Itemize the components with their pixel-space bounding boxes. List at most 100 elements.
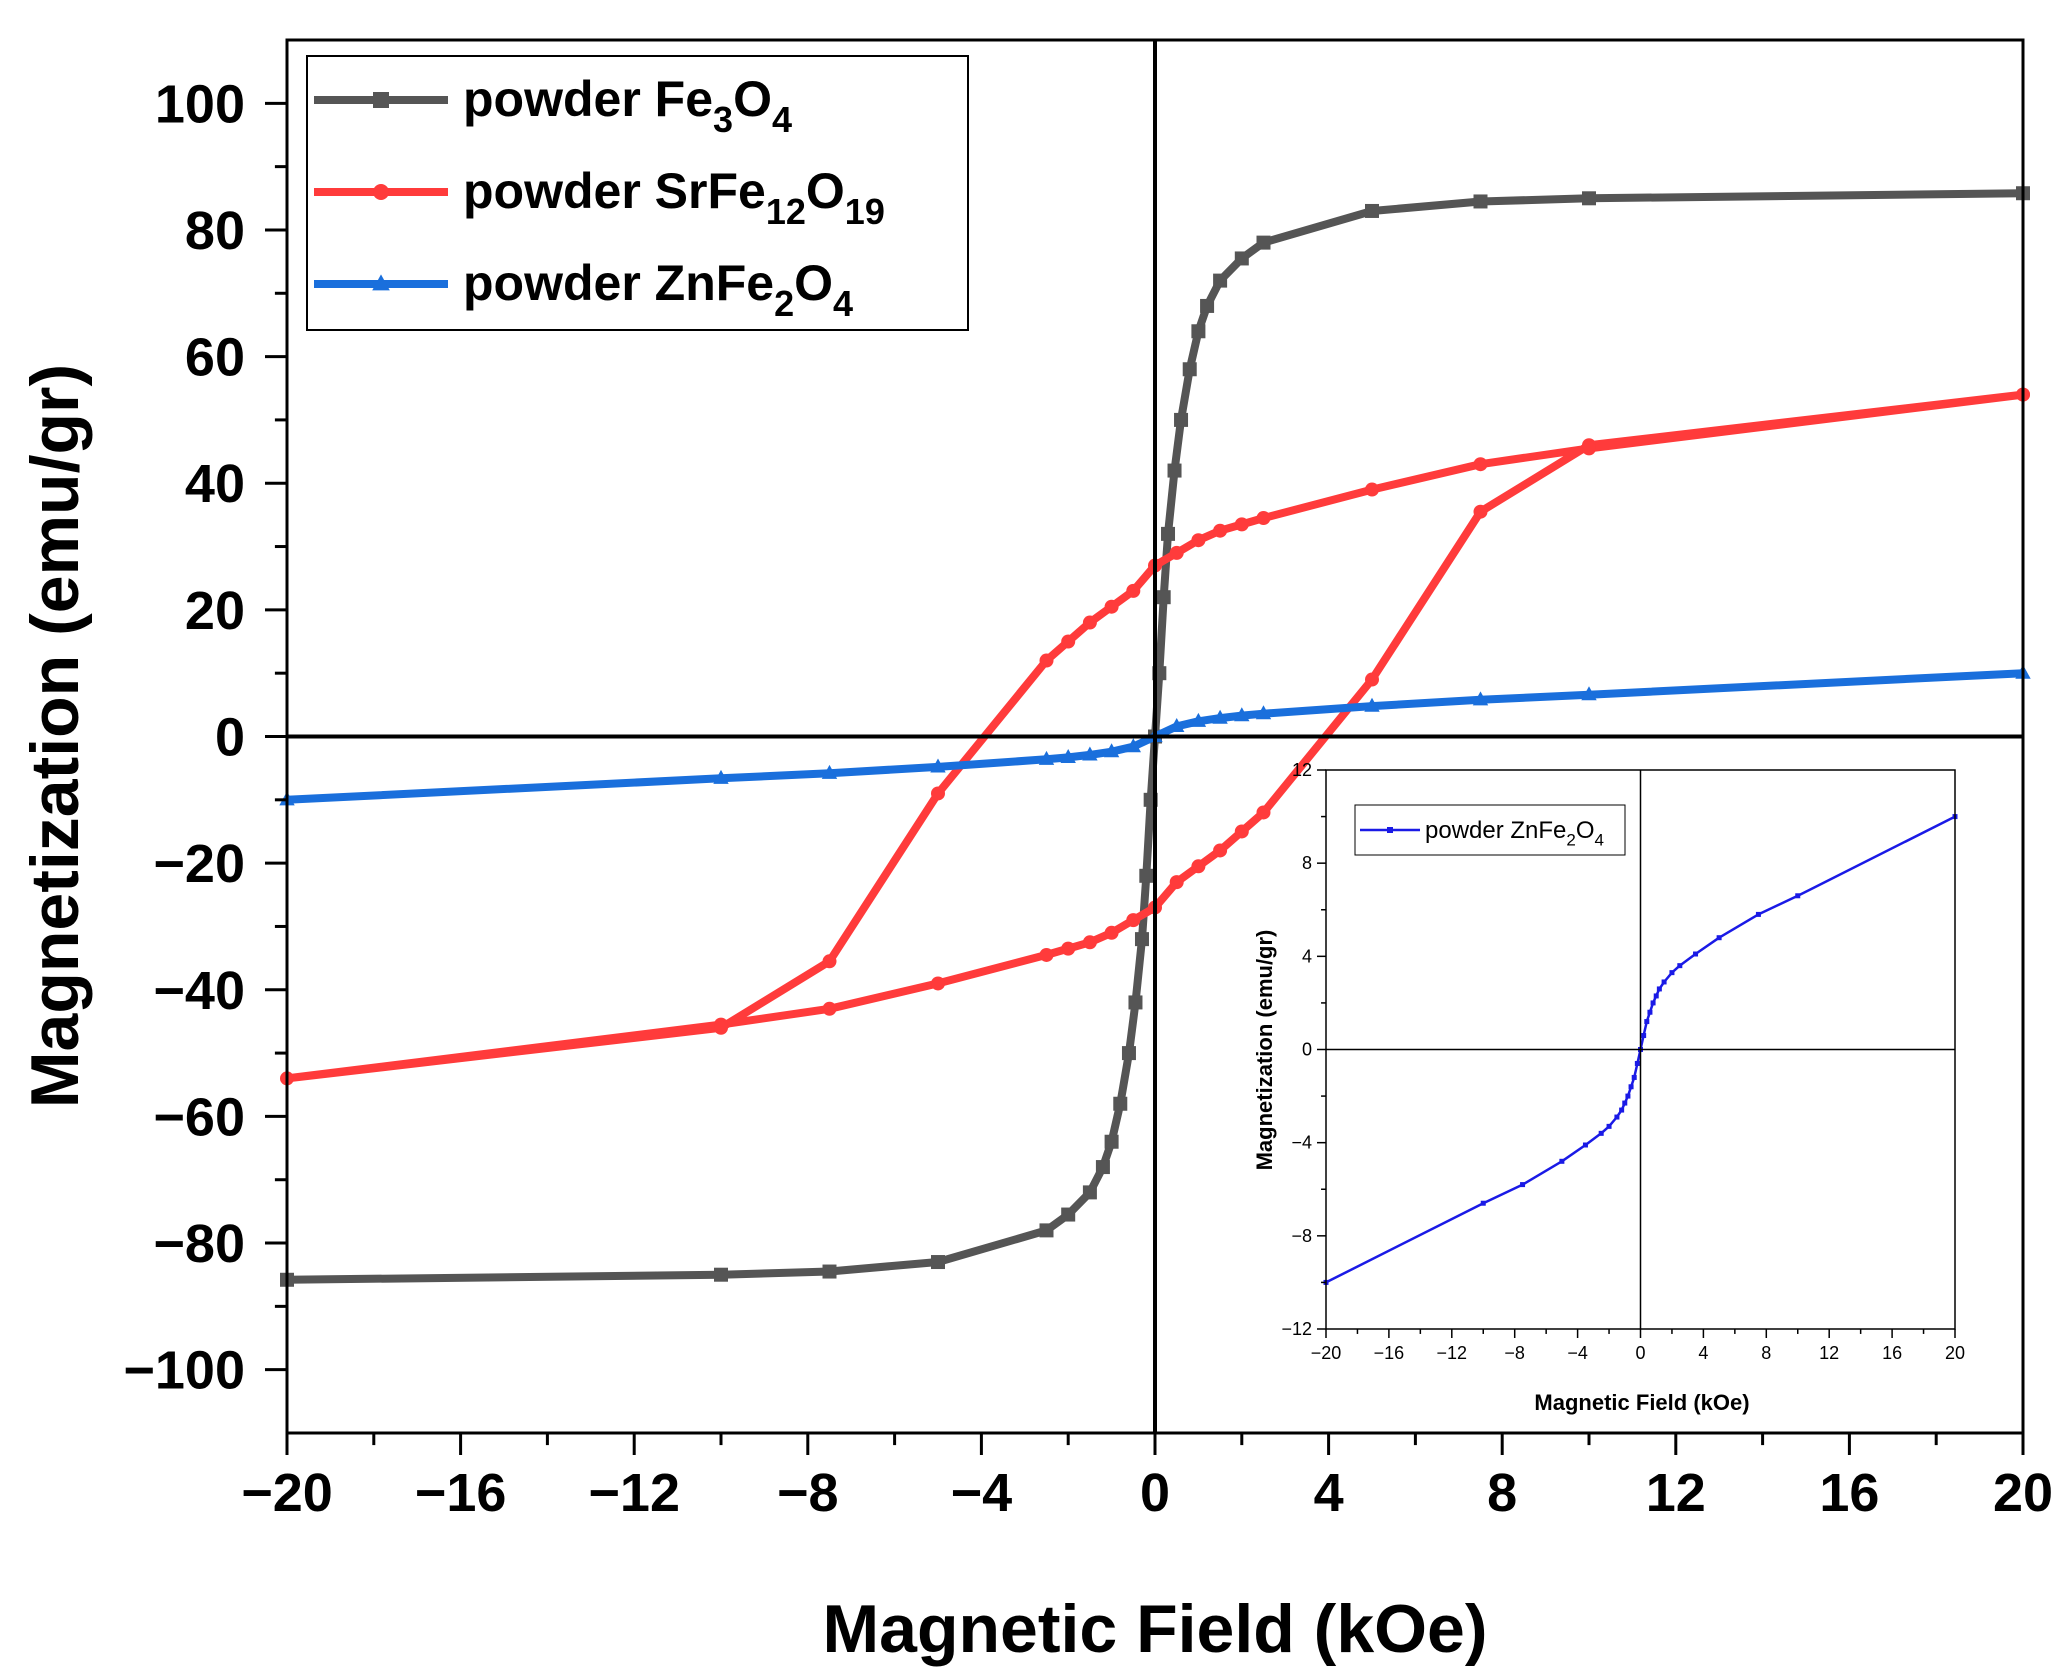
inset-series-0-point-13 [1634,1060,1640,1066]
main-chart: −20 −16 −12 −8 −4 0 4 8 12 16 20−100−80−60−40−2002… [17,38,2053,1667]
inset-y-tick-label: 12 [1292,760,1312,780]
inset-x-tick-label: 12 [1819,1343,1839,1363]
inset-x-tick-label: 16 [1882,1343,1902,1363]
main-series-0-point-7 [1200,298,1215,313]
main-series-1-point-31 [1234,517,1249,532]
inset-series-0-point-18 [1650,1000,1656,1006]
inset-y-tick-label: 0 [1302,1040,1312,1060]
inset-series-0-point-24 [1693,951,1699,957]
main-legend: powder Fe3O4 powder SrFe12O19 powder ZnFe2… [306,55,969,331]
inset-series-0-point-4 [1582,1142,1588,1148]
main-series-1-point-12 [1082,935,1097,950]
main-series-2-point-16 [1472,691,1489,706]
main-x-tick-label: −12 [588,1463,680,1523]
main-series-0-point-4 [1256,235,1271,250]
inset-series-0-point-10 [1625,1093,1631,1099]
main-series-0-point-17 [1139,868,1154,883]
main-series-0-point-21 [1113,1096,1128,1111]
inset-series-0-point-27 [1795,893,1801,899]
inset-x-tick-label: −8 [1504,1343,1525,1363]
inset-legend-marker-0 [1387,827,1393,833]
main-series-0-point-11 [1167,463,1182,478]
main-series-2-point-15 [1364,697,1380,712]
inset-series-0-point-20 [1656,986,1662,992]
inset-y-tick-label: −4 [1291,1133,1312,1153]
inset-series-0-point-21 [1661,979,1667,985]
main-series-2-point-6 [1082,746,1098,761]
main-x-tick-label: −20 [241,1463,333,1523]
inset-tick-labels: −20 −16 −12 −8 −4 0 4 8 12 16 20 −12 −8 −4 0 4 8 12 [1281,760,1965,1363]
main-series-1-point-29 [1191,533,1206,548]
main-series-1-point-19 [714,1020,728,1035]
inset-x-tick-label: 20 [1945,1343,1965,1363]
main-series-2-point-13 [1234,707,1250,722]
inset-chart: −20 −16 −12 −8 −4 0 4 8 12 16 20 −12 −8 −4 0 4 8 12 Magne… [1252,760,1965,1415]
main-series-2-point-1 [713,769,729,784]
main-y-tick-label: −80 [153,1214,245,1274]
inset-series-0-point-17 [1647,1009,1653,1015]
inset-y-axis-title: Magnetization (emu/gr) [1252,930,1277,1171]
main-series-1-point-14 [1039,947,1054,962]
inset-series-0-point-9 [1622,1100,1628,1106]
inset-y-tick-label: 4 [1302,946,1312,966]
main-y-tick-label: 60 [185,328,245,388]
main-y-tick-label: −60 [153,1087,245,1147]
main-series-1-point-3 [1365,672,1379,687]
main-series-1-point-11 [1104,925,1119,940]
main-series-2-point-14 [1255,705,1272,720]
main-legend-items: powder Fe3O4 powder SrFe12O19 powder ZnFe2… [314,71,885,324]
inset-series-0-point-15 [1641,1033,1647,1039]
inset-series-0-point-22 [1669,970,1675,976]
inset-x-tick-label: −16 [1374,1343,1405,1363]
inset-series-0-point-23 [1677,963,1683,969]
main-series-0-point-22 [1104,1134,1119,1149]
inset-ticks [1317,769,1956,1338]
main-series-0-point-2 [1473,194,1488,209]
inset-series-0-point-12 [1631,1074,1637,1080]
inset-legend: powder ZnFe2O4 [1354,804,1626,856]
inset-x-tick-label: −20 [1311,1343,1342,1363]
main-series-2-point-7 [1103,743,1120,758]
main-y-tick-label: 0 [215,708,245,768]
inset-y-tick-label: 8 [1302,853,1312,873]
main-series-1-point-7 [1191,859,1206,874]
inset-legend-items: powder ZnFe2O4 [1360,817,1604,850]
main-series-0-point-29 [714,1267,728,1282]
main-series-0-point-28 [822,1264,837,1279]
main-series-1-point-5 [1234,824,1249,839]
main-series-1-point-8 [1169,875,1184,890]
main-y-axis-title: Magnetization (emu/gr) [17,364,93,1108]
inset-zero-lines [1326,770,1955,1329]
main-series-2-point-3 [930,758,946,773]
main-y-tick-label: −20 [153,834,245,894]
main-series-1-point-34 [1473,457,1488,472]
main-series-0-point-5 [1234,251,1249,266]
main-series-0-point-27 [931,1255,945,1270]
main-series-1-point-20 [822,954,837,969]
inset-x-tick-label: −4 [1567,1343,1588,1363]
legend-label-0: powder Fe3O4 [463,71,792,140]
main-series-0-point-13 [1156,590,1171,605]
main-series-1-point-16 [822,1001,837,1016]
main-series-1-point-2 [1473,504,1488,519]
main-series-0-point-12 [1161,526,1176,541]
inset-series-0-point-25 [1716,935,1722,941]
main-series-1-point-10 [1126,913,1141,928]
main-series-0-point-1 [1582,191,1596,206]
main-y-tick-label: 80 [185,201,245,261]
inset-y-tick-label: −8 [1291,1226,1312,1246]
main-series-1-point-21 [931,786,945,801]
legend-marker-1 [373,184,389,200]
main-series-2-point-17 [1581,686,1597,701]
inset-x-tick-label: −12 [1437,1343,1468,1363]
inset-series-0-point-16 [1644,1019,1650,1025]
main-series-1-point-26 [1126,583,1141,598]
legend-label-2: powder ZnFe2O4 [463,255,853,324]
inset-series-0-point-5 [1598,1130,1604,1136]
inset-series-0-point-6 [1606,1123,1612,1129]
main-series-0-point-24 [1082,1185,1097,1200]
main-x-axis-title: Magnetic Field (kOe) [823,1591,1488,1667]
main-series-2-point-2 [821,764,838,779]
legend-marker-0 [373,92,389,108]
inset-legend-label-0: powder ZnFe2O4 [1425,817,1604,850]
